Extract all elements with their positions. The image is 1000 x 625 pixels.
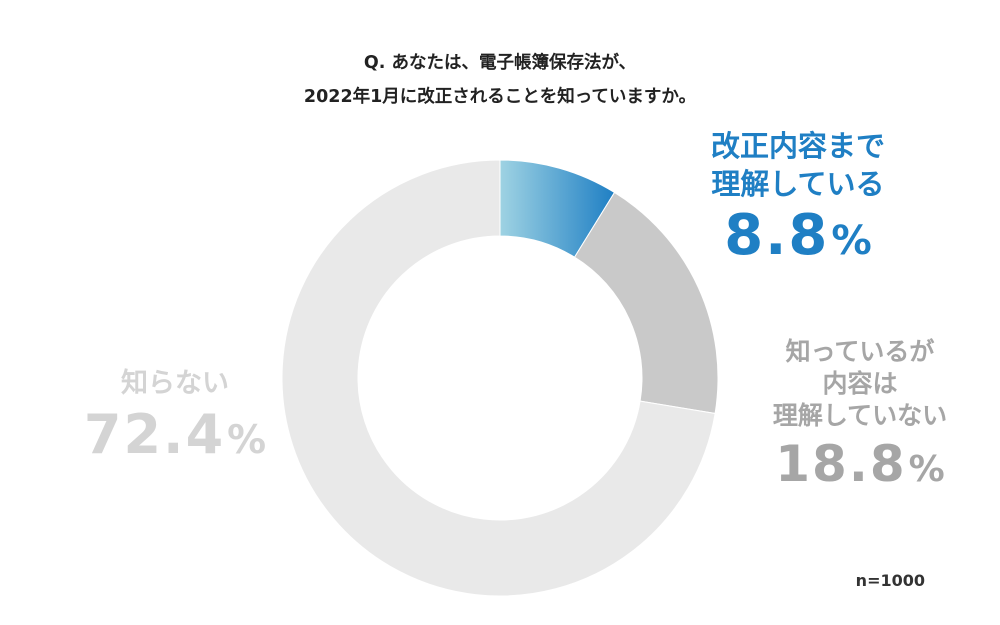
question-line-1: Q. あなたは、電子帳簿保存法が、	[363, 53, 637, 73]
sample-size-note: n=1000	[855, 571, 925, 590]
label-aware-line-2: 理解している	[711, 166, 885, 201]
question-line-2: 2022年1月に改正されることを知っていますか。	[303, 87, 697, 107]
label-partial-value: 18.8%	[775, 435, 945, 493]
label-partial-line-2: 内容は	[822, 369, 898, 398]
question-title: Q. あなたは、電子帳簿保存法が、 2022年1月に改正されることを知っています…	[0, 46, 1000, 114]
label-partial-line-3: 理解していない	[772, 401, 948, 430]
label-unaware-value: 72.4%	[83, 403, 267, 467]
label-partial-line-1: 知っているが	[785, 337, 935, 366]
label-unaware-line-1: 知らない	[121, 368, 229, 399]
label-aware-line-1: 改正内容まで	[710, 129, 885, 163]
slice-unaware	[281, 159, 716, 597]
label-partial: 知っているが 内容は 理解していない 18.8%	[740, 336, 980, 494]
label-aware-value: 8.8%	[724, 203, 872, 269]
label-unaware: 知らない 72.4%	[70, 366, 280, 468]
label-aware: 改正内容まで 理解している 8.8%	[683, 128, 913, 267]
